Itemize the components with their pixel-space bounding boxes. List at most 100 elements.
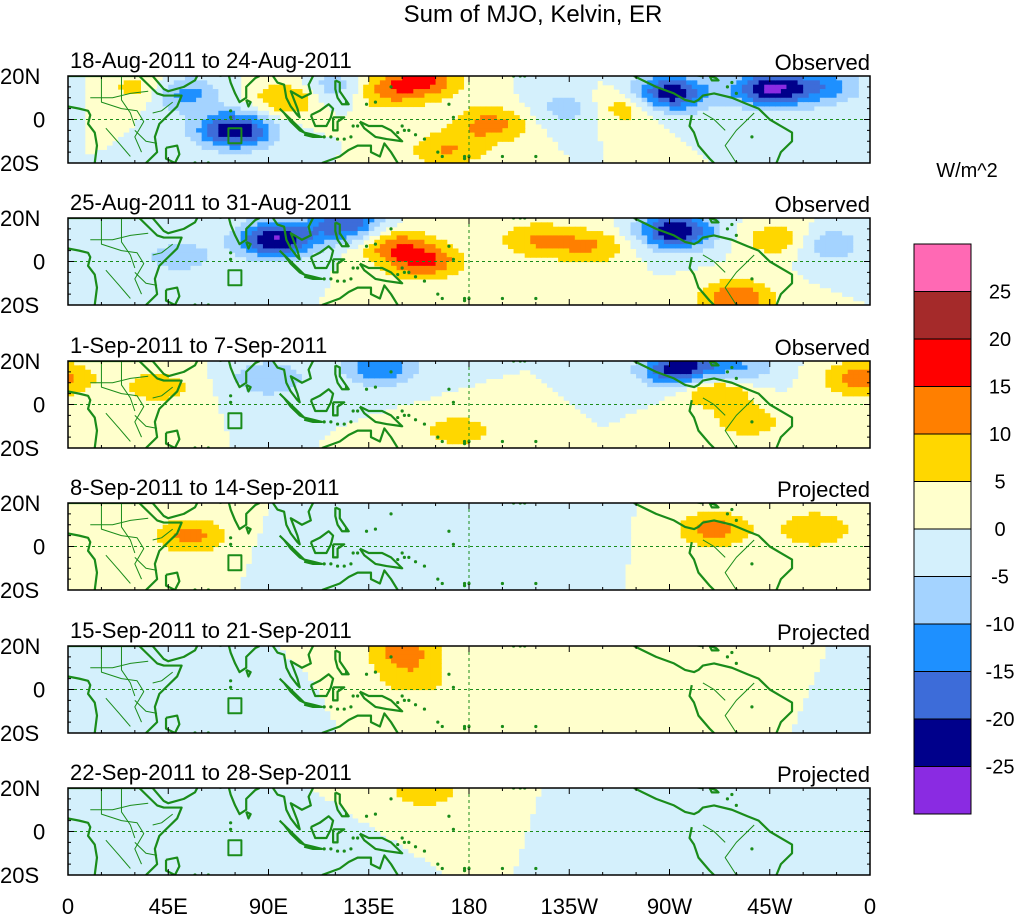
field-cell — [391, 387, 398, 393]
field-cell — [469, 154, 476, 160]
field-cell — [480, 141, 487, 147]
field-cell — [814, 106, 821, 112]
field-cell — [858, 141, 866, 147]
field-cell — [235, 291, 242, 297]
field-cell — [775, 149, 782, 155]
field-cell — [719, 158, 726, 163]
panel-period-label: 18-Aug-2011 to 24-Aug-2011 — [70, 48, 352, 73]
field-cell — [530, 110, 537, 116]
field-cell — [374, 80, 381, 86]
field-cell — [769, 110, 776, 116]
field-cell — [686, 89, 693, 94]
field-cell — [418, 231, 426, 236]
field-cell — [819, 89, 827, 94]
field-cell — [112, 244, 119, 250]
field-cell — [624, 222, 632, 228]
field-cell — [240, 244, 247, 250]
field-cell — [196, 145, 203, 151]
field-cell — [864, 89, 870, 94]
field-cell — [145, 391, 153, 397]
field-cell — [257, 128, 264, 134]
field-cell — [84, 378, 91, 384]
field-cell — [769, 158, 776, 163]
field-cell — [68, 361, 75, 366]
field-cell — [797, 136, 804, 142]
field-cell — [268, 439, 275, 445]
field-cell — [708, 226, 715, 232]
field-cell — [507, 119, 515, 125]
field-cell — [313, 391, 320, 397]
field-cell — [84, 248, 91, 254]
field-cell — [112, 261, 119, 267]
field-cell — [753, 102, 760, 108]
field-cell — [184, 274, 192, 280]
field-cell — [223, 365, 231, 371]
field-cell — [290, 378, 297, 384]
field-cell — [580, 226, 587, 232]
field-cell — [279, 106, 286, 112]
field-cell — [602, 80, 609, 86]
field-cell — [842, 115, 849, 121]
field-cell — [864, 154, 870, 160]
field-cell — [502, 136, 509, 142]
field-cell — [201, 132, 208, 138]
field-cell — [285, 439, 292, 445]
field-cell — [168, 278, 175, 284]
field-cell — [407, 97, 414, 103]
field-cell — [808, 248, 815, 254]
field-cell — [218, 158, 225, 163]
field-cell — [569, 369, 576, 375]
field-cell — [864, 136, 870, 142]
field-cell — [151, 382, 158, 388]
field-cell — [418, 361, 426, 366]
field-cell — [207, 154, 214, 160]
field-cell — [229, 430, 236, 436]
field-cell — [418, 261, 426, 267]
field-cell — [507, 365, 515, 371]
field-cell — [463, 434, 470, 440]
field-cell — [190, 93, 197, 99]
field-cell — [535, 93, 543, 99]
field-cell — [736, 123, 743, 129]
field-cell — [736, 145, 743, 151]
field-cell — [218, 361, 225, 366]
field-cell — [324, 141, 331, 147]
field-cell — [858, 270, 866, 276]
field-cell — [134, 136, 142, 142]
field-cell — [541, 235, 548, 241]
field-cell — [831, 235, 838, 241]
field-cell — [853, 145, 860, 151]
field-cell — [708, 110, 715, 116]
field-cell — [558, 248, 565, 254]
field-cell — [630, 244, 637, 250]
field-cell — [524, 89, 531, 94]
field-cell — [714, 132, 721, 138]
field-cell — [207, 361, 214, 366]
field-cell — [708, 287, 715, 293]
field-cell — [73, 261, 80, 267]
field-cell — [168, 248, 175, 254]
field-cell — [786, 145, 793, 151]
field-cell — [313, 218, 320, 223]
field-cell — [84, 226, 91, 232]
field-cell — [541, 93, 548, 99]
field-cell — [257, 287, 264, 293]
field-cell — [597, 145, 604, 151]
field-cell — [268, 426, 275, 432]
field-cell — [825, 278, 832, 284]
field-cell — [84, 287, 91, 293]
field-cell — [257, 413, 264, 419]
field-cell — [847, 123, 854, 129]
field-cell — [708, 239, 715, 245]
field-cell — [274, 102, 281, 108]
field-cell — [469, 421, 476, 427]
field-cell — [708, 252, 715, 258]
field-cell — [702, 261, 710, 267]
field-cell — [391, 235, 398, 241]
field-cell — [212, 291, 219, 297]
field-cell — [140, 218, 147, 223]
field-cell — [808, 261, 815, 267]
field-cell — [318, 274, 325, 280]
field-cell — [240, 387, 247, 393]
field-cell — [218, 278, 225, 284]
